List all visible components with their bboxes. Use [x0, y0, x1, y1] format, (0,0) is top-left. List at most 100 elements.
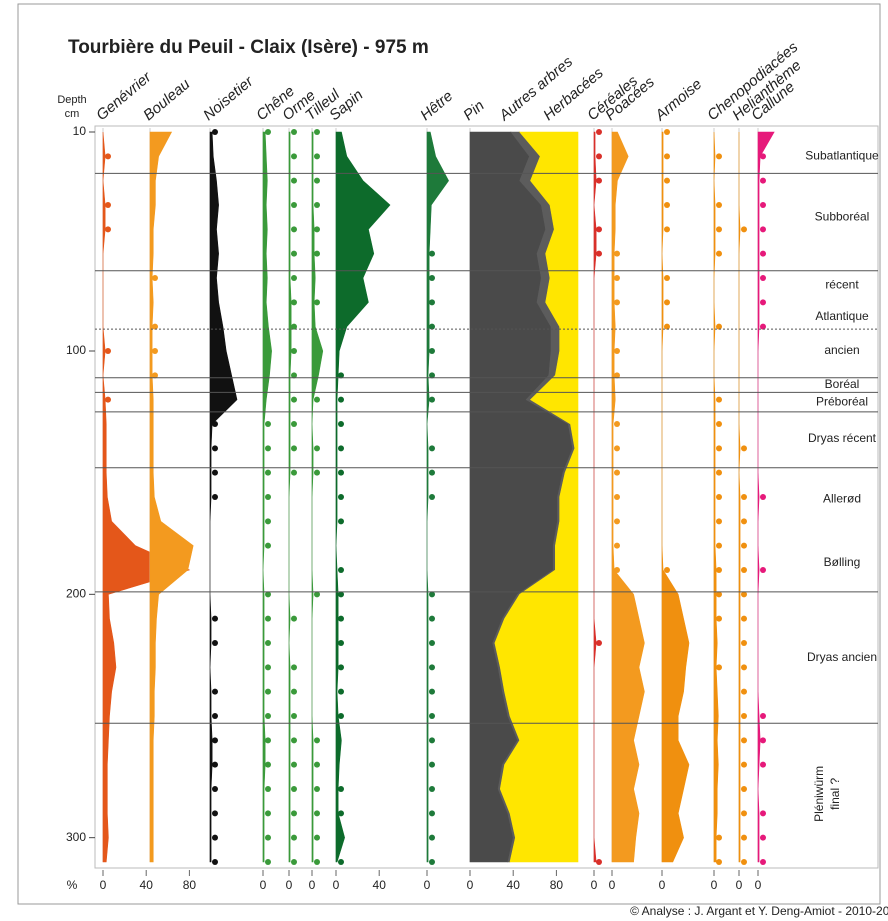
- pollen-dot: [760, 177, 766, 184]
- pollen-dot: [212, 129, 218, 135]
- pollen-dot: [212, 737, 218, 744]
- pollen-dot: [314, 299, 320, 306]
- pollen-dot: [716, 542, 722, 549]
- pollen-dot: [429, 615, 435, 622]
- zone-label: Préboréal: [816, 394, 868, 408]
- pollen-dot: [265, 834, 271, 841]
- pollen-dot: [760, 250, 766, 257]
- pollen-dot: [716, 396, 722, 403]
- pollen-curve: [102, 131, 191, 863]
- pollen-dot: [741, 226, 747, 233]
- pollen-dot: [212, 859, 218, 865]
- pollen-dot: [291, 834, 297, 841]
- pollen-dot: [105, 396, 111, 403]
- pollen-dot: [212, 421, 218, 427]
- pollen-dot: [105, 153, 111, 160]
- pollen-dot: [314, 445, 320, 452]
- pollen-dot: [152, 348, 158, 354]
- pollen-dot: [291, 761, 297, 768]
- x-tick-label: 0: [333, 878, 340, 892]
- pollen-dot: [429, 299, 435, 306]
- pollen-dot: [741, 737, 747, 744]
- pollen-dot: [265, 664, 271, 671]
- pollen-dot: [265, 542, 271, 549]
- pollen-dot: [338, 713, 344, 719]
- pollen-dot: [614, 542, 620, 549]
- pollen-dot: [760, 834, 766, 841]
- pollen-dot: [741, 640, 747, 646]
- pollen-dot: [741, 567, 747, 573]
- pollen-dot: [429, 834, 435, 841]
- pollen-dot: [212, 615, 218, 622]
- pollen-dot: [596, 859, 602, 865]
- pollen-dot: [314, 153, 320, 160]
- pollen-curve: [149, 131, 194, 863]
- pollen-dot: [265, 786, 271, 792]
- x-tick-label: 0: [309, 878, 316, 892]
- pollen-dot: [760, 299, 766, 306]
- pollen-curve: [311, 131, 324, 863]
- pollen-dot: [314, 761, 320, 768]
- pollen-dot: [716, 323, 722, 330]
- x-axis-label: %: [67, 878, 78, 892]
- pollen-dot: [105, 226, 111, 233]
- pollen-dot: [716, 567, 722, 573]
- pollen-dot: [212, 761, 218, 768]
- pollen-dot: [291, 177, 297, 184]
- pollen-dot: [741, 859, 747, 865]
- pollen-dot: [314, 469, 320, 476]
- pollen-dot: [760, 153, 766, 160]
- zone-label: Bølling: [824, 555, 861, 569]
- pollen-dot: [760, 567, 766, 573]
- zone-label: Boréal: [825, 377, 860, 391]
- pollen-dot: [429, 688, 435, 695]
- pollen-dot: [664, 177, 670, 184]
- pollen-dot: [716, 859, 722, 865]
- pollen-dot: [212, 688, 218, 695]
- x-tick-label: 0: [100, 878, 107, 892]
- x-tick-label: 0: [711, 878, 718, 892]
- pollen-dot: [291, 153, 297, 160]
- pollen-dot: [741, 591, 747, 598]
- pollen-dot: [338, 518, 344, 525]
- pollen-dot: [314, 226, 320, 233]
- pollen-dot: [105, 202, 111, 208]
- pollen-dot: [265, 713, 271, 719]
- pollen-dot: [291, 275, 297, 281]
- pollen-dot: [314, 396, 320, 403]
- pollen-dot: [716, 664, 722, 671]
- pollen-dot: [212, 713, 218, 719]
- x-tick-label: 0: [260, 878, 267, 892]
- pollen-dot: [760, 713, 766, 719]
- pollen-dot: [429, 664, 435, 671]
- pollen-dot: [265, 421, 271, 427]
- pollen-curve: [738, 132, 741, 863]
- pollen-dot: [212, 834, 218, 841]
- pollen-dot: [741, 688, 747, 695]
- x-tick-label: 0: [467, 878, 474, 892]
- pollen-dot: [741, 445, 747, 452]
- zone-label: Dryas récent: [808, 431, 877, 445]
- pollen-dot: [265, 591, 271, 598]
- pollen-dot: [614, 567, 620, 573]
- pollen-curve: [713, 131, 719, 863]
- pollen-dot: [664, 202, 670, 208]
- pollen-dot: [291, 250, 297, 257]
- pollen-dot: [265, 859, 271, 865]
- pollen-dot: [429, 469, 435, 476]
- pollen-dot: [338, 445, 344, 452]
- pollen-curve: [611, 131, 645, 863]
- pollen-dot: [152, 323, 158, 330]
- zone-label: ancien: [824, 343, 859, 357]
- pollen-dot: [429, 445, 435, 452]
- pollen-dot: [338, 859, 344, 865]
- pollen-dot: [212, 469, 218, 476]
- pollen-dot: [291, 688, 297, 695]
- pollen-dot: [716, 202, 722, 208]
- pollen-dot: [338, 591, 344, 598]
- pollen-dot: [429, 348, 435, 354]
- pollen-curve: [288, 131, 292, 863]
- pollen-dot: [291, 348, 297, 354]
- pollen-dot: [265, 810, 271, 817]
